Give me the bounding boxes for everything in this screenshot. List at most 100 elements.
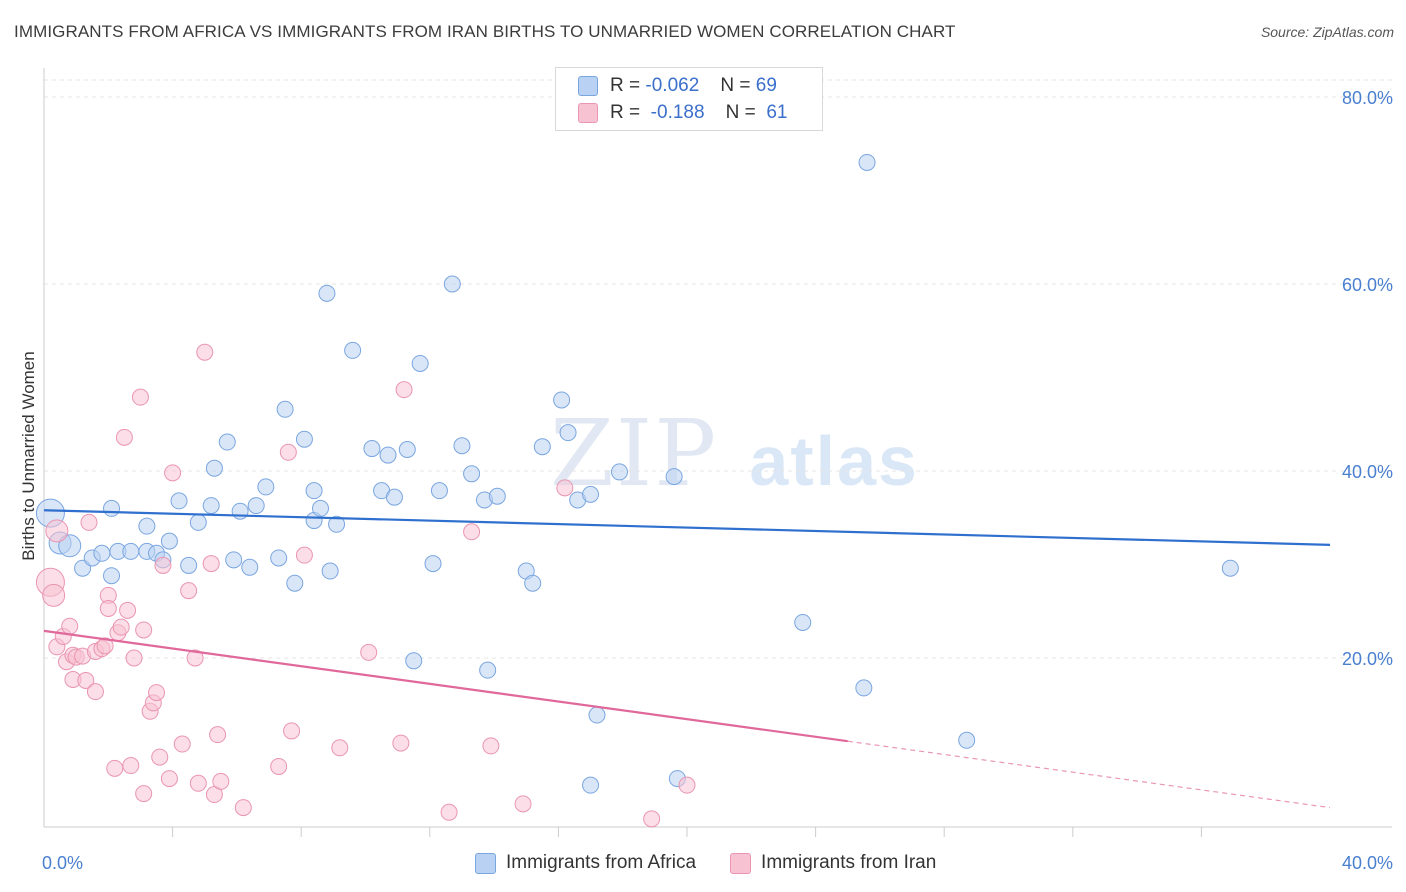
- africa-point: [305, 482, 323, 500]
- iran-points: [35, 343, 696, 828]
- africa-point: [286, 574, 304, 592]
- africa-point: [794, 613, 812, 631]
- africa-point: [122, 542, 140, 560]
- africa-point: [479, 661, 497, 679]
- legend-n-iran: 61: [766, 102, 788, 123]
- africa-point: [321, 562, 339, 580]
- iran-point: [131, 388, 149, 406]
- africa-point: [311, 499, 329, 517]
- y-tick-label: 40.0%: [1342, 462, 1393, 482]
- iran-point: [392, 734, 410, 752]
- legend-label-iran: Immigrants from Iran: [761, 852, 937, 873]
- iran-point: [180, 582, 198, 600]
- x-tick-label-min: 0.0%: [42, 853, 83, 873]
- africa-point: [247, 497, 265, 515]
- iran-point: [80, 513, 98, 531]
- iran-point: [395, 381, 413, 399]
- iran-point: [125, 649, 143, 667]
- africa-point: [858, 153, 876, 171]
- legend-item-iran[interactable]: Immigrants from Iran: [730, 852, 936, 874]
- iran-point: [196, 343, 214, 361]
- iran-point: [173, 735, 191, 753]
- watermark: ZIP atlas: [550, 400, 919, 507]
- africa-point: [559, 424, 577, 442]
- iran-point: [151, 748, 169, 766]
- y-tick-label: 60.0%: [1342, 275, 1393, 295]
- iran-point: [234, 799, 252, 817]
- iran-point: [148, 684, 166, 702]
- africa-point: [430, 482, 448, 500]
- africa-point: [241, 558, 259, 576]
- africa-point: [665, 468, 683, 486]
- iran-point: [295, 546, 313, 564]
- africa-trend-line: [43, 509, 1331, 546]
- africa-legend-swatch: [475, 852, 496, 874]
- chart-title: IMMIGRANTS FROM AFRICA VS IMMIGRANTS FRO…: [14, 22, 956, 41]
- africa-point: [170, 492, 188, 510]
- legend-r-africa: -0.062: [645, 75, 700, 96]
- iran-point: [678, 776, 696, 794]
- legend-item-africa[interactable]: Immigrants from Africa: [475, 852, 696, 874]
- africa-point: [405, 652, 423, 670]
- africa-point: [363, 440, 381, 458]
- iran-point: [61, 617, 79, 635]
- africa-point: [189, 513, 207, 531]
- africa-point: [231, 502, 249, 520]
- africa-point: [553, 391, 571, 409]
- africa-point: [58, 534, 82, 558]
- africa-points: [35, 153, 1239, 794]
- iran-point: [440, 803, 458, 821]
- iran-point: [96, 637, 114, 655]
- iran-swatch: [578, 103, 598, 123]
- legend-row-iran: R = -0.188 N = 61: [578, 101, 787, 125]
- africa-point: [225, 551, 243, 569]
- legend-label-africa: Immigrants from Africa: [506, 852, 697, 873]
- iran-trend-line: [43, 629, 848, 743]
- africa-point: [582, 485, 600, 503]
- iran-point: [279, 443, 297, 461]
- iran-point: [154, 556, 172, 574]
- source-label: Source: ZipAtlas.com: [1260, 24, 1394, 40]
- africa-point: [328, 515, 346, 533]
- y-tick-label: 80.0%: [1342, 88, 1393, 108]
- iran-trend-extension: [847, 740, 1331, 809]
- y-tick-label: 20.0%: [1342, 649, 1393, 669]
- africa-point: [379, 446, 397, 464]
- legend-r-iran: -0.188: [650, 102, 705, 123]
- iran-point: [482, 737, 500, 755]
- iran-point: [186, 649, 204, 667]
- africa-point: [958, 731, 976, 749]
- iran-point: [331, 739, 349, 757]
- trend-lines: [43, 509, 1331, 809]
- iran-point: [360, 643, 378, 661]
- iran-legend-swatch: [730, 852, 752, 874]
- africa-point: [257, 478, 275, 496]
- legend-row-africa: R = -0.062 N = 69: [578, 74, 777, 98]
- africa-point: [270, 549, 288, 567]
- africa-point: [398, 440, 416, 458]
- africa-point: [1221, 559, 1239, 577]
- iran-point: [106, 759, 124, 777]
- watermark-atlas: atlas: [749, 422, 919, 500]
- iran-point: [514, 795, 532, 813]
- africa-point: [138, 517, 156, 535]
- iran-point: [42, 583, 66, 607]
- africa-point: [276, 400, 294, 418]
- africa-point: [443, 275, 461, 293]
- africa-point: [103, 499, 121, 517]
- iran-point: [77, 671, 95, 689]
- africa-point: [855, 679, 873, 697]
- africa-point: [385, 488, 403, 506]
- africa-point: [524, 574, 542, 592]
- africa-point: [588, 706, 606, 724]
- iran-point: [99, 599, 117, 617]
- iran-point: [209, 726, 227, 744]
- iran-point: [283, 722, 301, 740]
- africa-point: [424, 555, 442, 573]
- africa-point: [218, 433, 236, 451]
- africa-point: [488, 487, 506, 505]
- iran-point: [556, 479, 574, 497]
- iran-point: [122, 757, 140, 775]
- africa-point: [453, 437, 471, 455]
